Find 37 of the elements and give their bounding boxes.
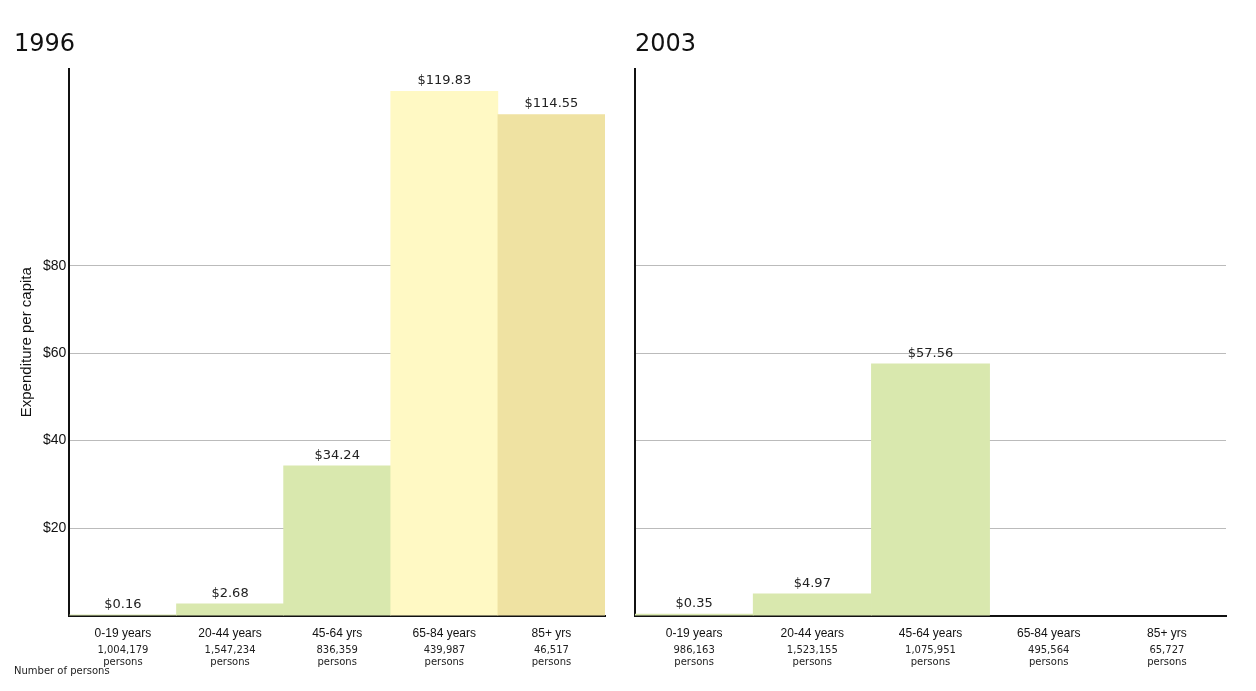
y-tick-label: $60 <box>43 344 67 360</box>
x-tick-label: 0-19 years <box>665 626 723 641</box>
data-label: $4.97 <box>793 574 831 590</box>
text: 65,727 persons <box>1147 644 1187 668</box>
data-label: $0.35 <box>675 594 713 610</box>
x-tick-label: 65-84 years <box>1017 626 1081 641</box>
x-tick-label: 85+ yrs <box>531 626 572 641</box>
text: 439,987 persons <box>423 644 465 668</box>
x-tick-label: 65-84 years <box>412 626 476 641</box>
bar <box>390 91 499 616</box>
data-label: $34.24 <box>314 446 360 462</box>
x-tick-label: 85+ yrs <box>1147 626 1187 641</box>
data-label: $2.68 <box>211 584 249 600</box>
text: 1,547,234 persons <box>204 644 256 668</box>
text: 1,075,951 persons <box>905 644 956 668</box>
text: 46,517 persons <box>531 644 572 668</box>
x-tick-label: 20-44 years <box>198 626 262 641</box>
text: 986,163 persons <box>673 644 715 668</box>
bar <box>497 114 605 616</box>
text: 1,004,179 persons <box>97 644 149 668</box>
text: 836,359 persons <box>316 644 358 668</box>
data-label: $114.55 <box>524 95 579 111</box>
data-label: $57.56 <box>907 344 954 360</box>
text: 1,523,155 persons <box>786 644 838 668</box>
chart-title: 2003 <box>635 28 697 57</box>
x-tick-label: 20-44 years <box>780 626 844 641</box>
data-label: $0.16 <box>104 595 142 611</box>
y-tick-label: $80 <box>43 256 67 273</box>
x-tick-label: 0-19 years <box>94 626 152 641</box>
y-tick-label: $40 <box>43 431 67 448</box>
y-axis-title: Expenditure per capita <box>17 266 35 418</box>
x-tick-label: 45-64 years <box>898 626 963 641</box>
text: 495,564 persons <box>1028 644 1070 668</box>
y-tick-label: $20 <box>43 518 67 535</box>
data-label: $119.83 <box>417 72 472 88</box>
x-tick-label: 45-64 yrs <box>312 626 363 641</box>
chart-title: 1996 <box>14 28 76 57</box>
